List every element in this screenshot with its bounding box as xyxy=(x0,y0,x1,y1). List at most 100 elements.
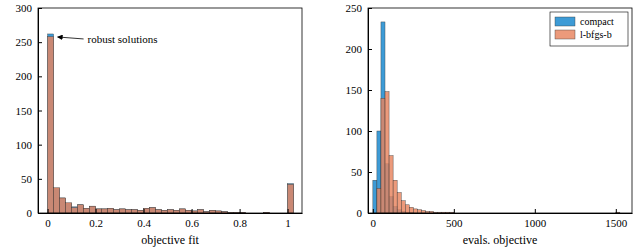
histogram-bar xyxy=(198,210,204,213)
x-axis: 0 500 1000 1500 xyxy=(369,209,633,229)
tick-mark xyxy=(368,131,372,132)
series xyxy=(48,37,294,213)
tick-mark xyxy=(38,213,42,214)
histogram-bar xyxy=(385,92,389,213)
y-tick: 0 xyxy=(357,207,373,219)
histogram-bar xyxy=(114,210,120,213)
tick-mark xyxy=(48,209,49,213)
y-tick: 50 xyxy=(21,173,42,185)
histogram-bar xyxy=(174,210,180,213)
x-tick: 0.6 xyxy=(185,209,199,229)
histogram-bar xyxy=(108,208,114,213)
histogram-bar xyxy=(210,210,216,213)
histogram-bar xyxy=(132,210,138,213)
histogram-bar xyxy=(54,188,60,213)
tick-label: 1500 xyxy=(605,217,628,229)
histogram-bar xyxy=(90,206,96,213)
histogram-bar xyxy=(90,206,96,213)
tick-mark xyxy=(368,90,372,91)
tick-label: 0 xyxy=(371,217,377,229)
tick-label: 50 xyxy=(21,173,33,185)
tick-mark xyxy=(368,49,372,50)
legend: compactl-bfgs-b xyxy=(550,12,628,46)
histogram-bar xyxy=(186,210,192,213)
tick-label: 100 xyxy=(16,139,33,151)
histogram-bar xyxy=(138,210,144,213)
x-tick: 0.2 xyxy=(89,209,103,229)
tick-label: 50 xyxy=(351,166,363,178)
histogram-bar xyxy=(156,210,162,213)
histogram-bar xyxy=(72,208,78,213)
y-axis: 050100150200250 xyxy=(346,2,373,219)
legend-box xyxy=(550,12,628,46)
legend-swatch xyxy=(555,17,575,26)
bars xyxy=(373,22,620,213)
tick-label: 150 xyxy=(346,84,363,96)
histogram-bar xyxy=(180,209,186,213)
x-tick: 1500 xyxy=(605,209,628,229)
y-tick: 100 xyxy=(346,125,373,137)
histogram-bar xyxy=(108,208,114,213)
tick-label: 150 xyxy=(16,105,33,117)
histogram-bar xyxy=(138,210,144,213)
tick-mark xyxy=(38,179,42,180)
tick-label: 0.4 xyxy=(137,217,151,229)
histogram-bar xyxy=(132,210,138,213)
tick-mark xyxy=(368,8,372,9)
tick-label: 100 xyxy=(346,125,363,137)
tick-label: 500 xyxy=(446,217,463,229)
tick-label: 0.2 xyxy=(89,217,103,229)
legend-swatch xyxy=(555,30,575,39)
histogram-bar xyxy=(114,210,120,213)
annotation: robust solutions xyxy=(88,33,158,45)
x-tick: 0 xyxy=(371,209,377,229)
histogram-bar xyxy=(60,198,66,213)
histogram-bar xyxy=(54,188,60,213)
tick-label: 250 xyxy=(346,2,363,14)
y-tick: 250 xyxy=(346,2,373,14)
histogram-bar xyxy=(393,180,397,213)
legend-label: l-bfgs-b xyxy=(580,29,612,40)
tick-label: 1 xyxy=(285,217,291,229)
histogram-bar xyxy=(150,208,156,213)
y-axis: 050100150200250300 xyxy=(16,2,43,219)
histogram-bar xyxy=(401,201,405,213)
histogram-bar xyxy=(381,98,385,213)
histogram-bar xyxy=(168,210,174,213)
x-tick: 0 xyxy=(45,209,51,229)
x-tick: 1 xyxy=(285,209,291,229)
histogram-bar xyxy=(168,210,174,213)
tick-mark xyxy=(535,209,536,213)
tick-mark xyxy=(96,209,97,213)
y-tick: 150 xyxy=(346,84,373,96)
series xyxy=(48,34,294,213)
tick-label: 0.6 xyxy=(185,217,199,229)
histogram-bar xyxy=(373,180,377,213)
histogram-bar xyxy=(288,184,294,213)
histogram-bar xyxy=(48,34,54,213)
histogram-bar xyxy=(96,209,102,213)
chart-panel: 050010001500050100150200250evals. object… xyxy=(346,2,633,247)
histogram-bar xyxy=(377,131,381,213)
histogram-bar xyxy=(210,210,216,213)
plot-background xyxy=(368,8,632,213)
y-tick: 0 xyxy=(27,207,43,219)
histogram-bar xyxy=(198,210,204,213)
series xyxy=(373,22,413,213)
x-tick: 0.8 xyxy=(233,209,247,229)
histogram-bar xyxy=(72,207,78,213)
histogram-bar xyxy=(60,198,66,213)
tick-label: 1000 xyxy=(524,217,547,229)
histogram-bar xyxy=(180,209,186,213)
histogram-bar xyxy=(405,205,409,213)
histogram-bar xyxy=(48,37,54,213)
tick-mark xyxy=(38,42,42,43)
histogram-bar xyxy=(144,208,150,213)
histogram-bar xyxy=(162,210,168,213)
bars xyxy=(48,34,294,213)
histogram-bar xyxy=(66,203,72,213)
plot-frame xyxy=(38,8,302,213)
histogram-bar xyxy=(84,208,90,213)
tick-label: 0.8 xyxy=(233,217,247,229)
tick-mark xyxy=(38,145,42,146)
